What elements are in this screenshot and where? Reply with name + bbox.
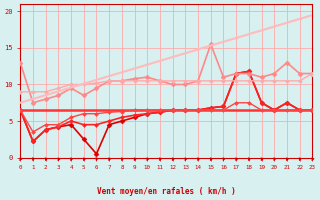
- X-axis label: Vent moyen/en rafales ( km/h ): Vent moyen/en rafales ( km/h ): [97, 187, 236, 196]
